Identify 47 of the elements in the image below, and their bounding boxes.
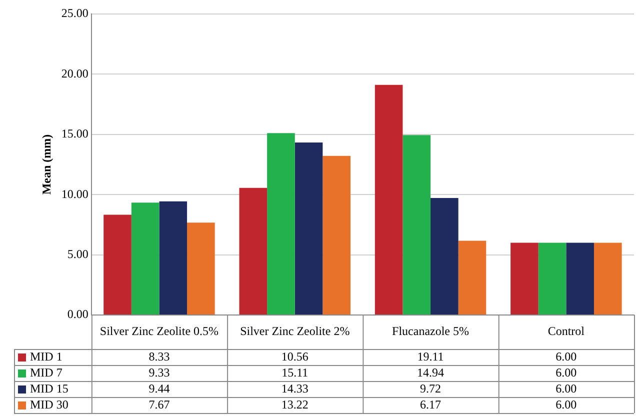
legend-label: MID 30	[30, 398, 68, 412]
bar	[131, 202, 160, 314]
legend-label: MID 15	[30, 382, 68, 396]
y-axis-title: Mean (mm)	[39, 134, 54, 195]
data-label: 15.11	[282, 366, 308, 380]
y-tick-label: 20.00	[61, 66, 88, 80]
legend-label: MID 7	[30, 366, 62, 380]
y-tick-label: 10.00	[61, 186, 88, 201]
x-tick-label: Silver Zinc Zeolite 2%	[240, 324, 350, 338]
data-label: 8.33	[148, 350, 170, 364]
data-label: 6.00	[556, 398, 577, 412]
data-label: 10.56	[281, 350, 308, 364]
bar	[294, 142, 323, 314]
bar	[374, 84, 403, 314]
bar	[458, 240, 486, 314]
data-label: 19.11	[417, 350, 444, 364]
y-tick-label: 0.00	[67, 307, 88, 322]
bar	[267, 133, 295, 314]
data-label: 6.00	[556, 382, 577, 396]
x-tick-label: Control	[548, 324, 586, 338]
bar	[104, 214, 132, 314]
bar	[430, 198, 458, 314]
data-label: 6.00	[556, 366, 577, 380]
bar	[159, 201, 188, 314]
bar	[402, 135, 431, 314]
data-label: 6.00	[556, 350, 577, 364]
bar	[239, 188, 268, 314]
data-label: 6.17	[420, 398, 442, 412]
bar	[566, 242, 594, 314]
bar	[187, 222, 215, 314]
y-tick-label: 25.00	[61, 6, 88, 20]
bar	[510, 242, 538, 314]
data-label: 9.72	[420, 382, 442, 396]
y-tick-label: 5.00	[67, 246, 88, 261]
data-label: 14.33	[281, 382, 308, 396]
data-label: 13.22	[281, 398, 308, 412]
bar	[538, 242, 566, 314]
legend-label: MID 1	[30, 350, 62, 364]
x-tick-label: Silver Zinc Zeolite 0.5%	[100, 324, 219, 338]
bar	[322, 156, 350, 314]
bar	[594, 242, 622, 314]
x-tick-label: Flucanazole 5%	[392, 324, 470, 338]
data-label: 9.33	[148, 366, 170, 380]
data-label: 14.94	[417, 366, 444, 380]
data-label: 7.67	[148, 398, 170, 412]
y-tick-label: 15.00	[61, 126, 88, 141]
data-label: 9.44	[148, 382, 170, 396]
